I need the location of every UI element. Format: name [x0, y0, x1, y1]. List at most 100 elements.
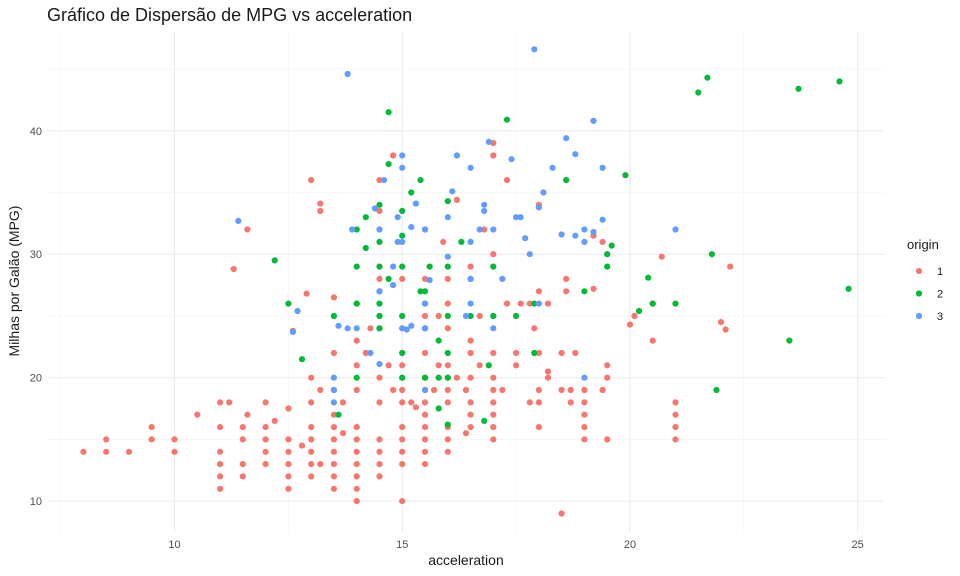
data-point: [353, 300, 360, 307]
data-point: [330, 461, 337, 468]
data-point: [499, 275, 506, 282]
data-point: [376, 461, 383, 468]
data-point: [330, 312, 337, 320]
data-point: [421, 399, 429, 406]
data-point: [535, 349, 543, 357]
data-point: [485, 138, 492, 145]
data-point: [399, 436, 406, 443]
data-point: [399, 424, 406, 431]
data-point: [399, 349, 406, 357]
series-2: [271, 74, 852, 428]
data-point: [517, 214, 524, 221]
x-tick-label: 25: [852, 539, 864, 551]
data-point: [344, 325, 351, 332]
data-point: [513, 312, 520, 320]
data-point: [581, 436, 588, 443]
data-point: [626, 321, 634, 328]
data-point: [239, 424, 246, 431]
data-point: [317, 461, 324, 468]
data-point: [376, 238, 383, 245]
data-point: [795, 85, 802, 92]
data-point: [103, 448, 110, 455]
data-point: [362, 349, 369, 357]
data-point: [262, 424, 269, 431]
data-point: [490, 386, 497, 394]
data-point: [285, 448, 292, 455]
data-point: [371, 205, 378, 212]
data-point: [408, 224, 415, 231]
data-point: [649, 300, 656, 307]
data-point: [148, 424, 155, 431]
y-tick-label: 30: [30, 249, 42, 261]
data-point: [672, 424, 679, 431]
data-point: [544, 374, 552, 381]
data-point: [645, 274, 652, 281]
data-point: [490, 411, 497, 418]
data-point: [558, 231, 565, 238]
data-point: [572, 151, 579, 158]
data-point: [239, 473, 246, 480]
data-point: [317, 200, 324, 207]
data-point: [435, 405, 442, 412]
data-point: [367, 349, 374, 357]
data-point: [526, 251, 533, 258]
data-point: [376, 300, 383, 307]
data-point: [622, 172, 629, 179]
data-point: [330, 294, 337, 301]
data-point: [330, 448, 337, 455]
data-point: [490, 325, 497, 332]
data-point: [217, 448, 224, 455]
data-point: [390, 386, 397, 394]
data-point: [330, 436, 337, 443]
data-point: [308, 374, 315, 381]
data-point: [376, 361, 383, 368]
data-point: [590, 117, 597, 124]
data-point: [535, 399, 543, 406]
data-point: [490, 349, 497, 357]
data-point: [508, 156, 515, 163]
data-point: [513, 214, 520, 221]
data-point: [535, 288, 543, 295]
data-point: [458, 238, 465, 245]
data-point: [503, 116, 511, 123]
data-point: [408, 322, 415, 329]
data-point: [467, 300, 474, 307]
data-point: [239, 436, 246, 443]
data-point: [421, 436, 429, 443]
data-point: [704, 74, 711, 81]
data-point: [230, 265, 237, 273]
data-point: [353, 498, 360, 505]
data-point: [672, 399, 679, 406]
data-point: [535, 300, 543, 307]
data-point: [294, 307, 301, 315]
legend-key-1: [915, 267, 923, 275]
data-point: [531, 325, 538, 332]
data-point: [421, 461, 429, 468]
data-point: [303, 290, 310, 297]
data-point: [481, 226, 488, 233]
data-point: [467, 399, 474, 406]
data-point: [353, 461, 360, 468]
data-point: [308, 177, 315, 184]
data-point: [636, 307, 643, 315]
data-point: [308, 461, 315, 468]
data-point: [394, 238, 401, 245]
data-point: [490, 312, 497, 320]
data-point: [412, 200, 419, 207]
data-point: [467, 263, 474, 270]
y-axis-ticks: 10 20 30 40: [30, 126, 42, 508]
x-tick-label: 15: [396, 539, 408, 551]
data-point: [467, 374, 474, 381]
data-point: [599, 164, 606, 171]
data-point: [526, 300, 533, 307]
data-point: [271, 417, 278, 424]
data-point: [444, 275, 451, 282]
data-point: [672, 411, 679, 418]
data-point: [581, 411, 588, 418]
data-point: [490, 424, 497, 431]
data-point: [289, 328, 296, 336]
data-point: [453, 196, 460, 203]
data-point: [262, 399, 269, 406]
data-point: [431, 386, 438, 394]
data-point: [531, 46, 538, 53]
